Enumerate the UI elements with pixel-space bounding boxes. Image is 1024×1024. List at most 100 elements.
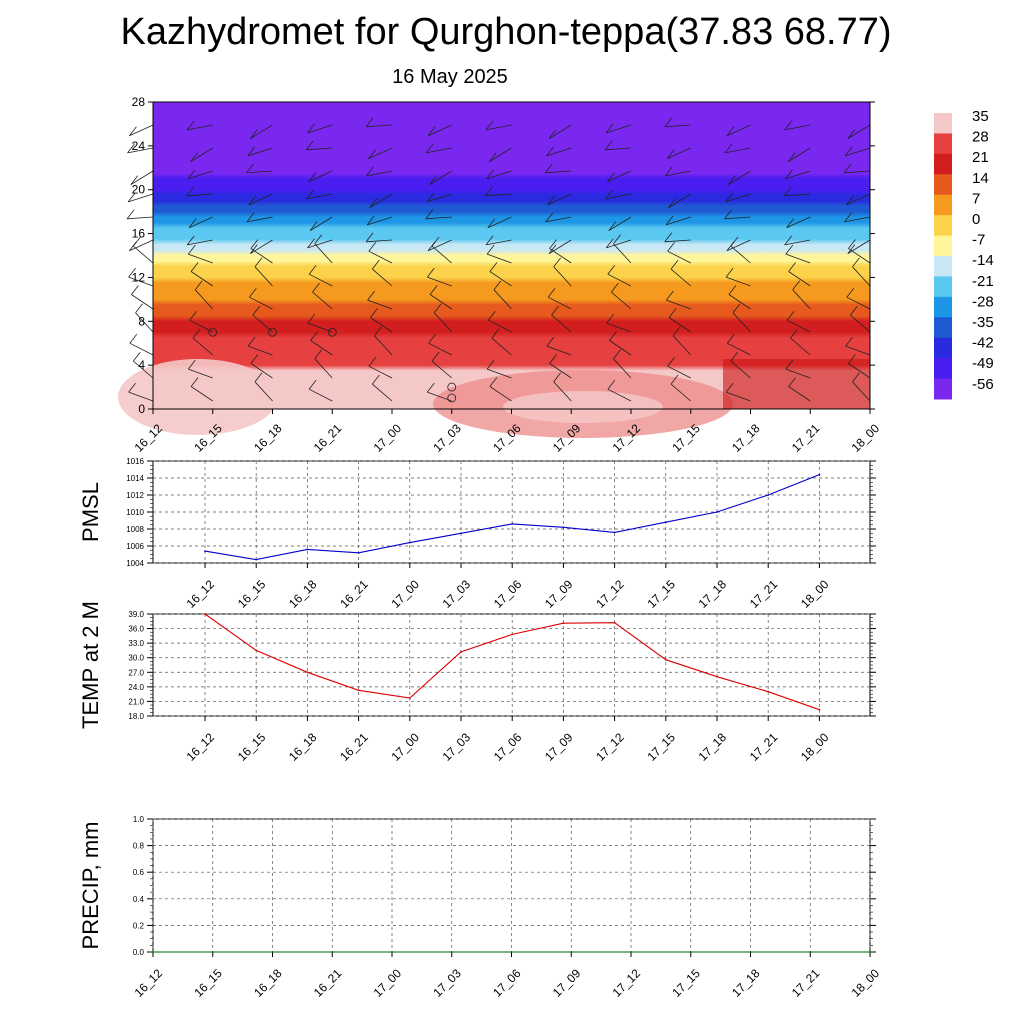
wind-barb-staff bbox=[493, 289, 512, 310]
wind-barb-flag bbox=[726, 333, 735, 344]
wind-barb-staff bbox=[547, 193, 572, 206]
data-point bbox=[408, 697, 411, 699]
wind-barb-staff bbox=[792, 289, 811, 310]
wind-barb-flag bbox=[727, 175, 736, 185]
wind-barb-staff bbox=[246, 170, 273, 174]
data-point bbox=[630, 951, 632, 953]
wind-barb-staff bbox=[606, 322, 632, 333]
x-tick-label: 17_06 bbox=[491, 730, 525, 764]
wind-barb-flag bbox=[664, 117, 673, 128]
wind-barb-flag bbox=[187, 244, 196, 255]
calm-wind-circle bbox=[208, 327, 218, 337]
data-point bbox=[271, 951, 274, 953]
wind-barb-flag bbox=[607, 379, 616, 390]
data-point bbox=[613, 621, 616, 624]
x-tick-label: 17_18 bbox=[729, 966, 763, 1000]
colorbar-label: 21 bbox=[972, 149, 989, 166]
wind-barb-flag bbox=[546, 146, 554, 157]
wind-barb-flag bbox=[553, 372, 562, 383]
wind-barb-flag bbox=[135, 303, 143, 314]
data-point bbox=[818, 708, 821, 711]
wind-barb-flag bbox=[786, 218, 794, 229]
wind-barb-flag bbox=[605, 123, 614, 134]
wind-barb-flag bbox=[784, 120, 793, 131]
heatmap-cool-surface bbox=[723, 359, 870, 409]
colorbar-label: -35 bbox=[972, 314, 994, 331]
wind-barb-staff bbox=[670, 268, 692, 287]
wind-barb-staff bbox=[606, 239, 632, 249]
wind-barb-flag bbox=[308, 264, 317, 275]
wind-barb-staff bbox=[188, 368, 213, 379]
wind-barb-flag bbox=[132, 351, 141, 362]
wind-barb-staff bbox=[249, 296, 273, 310]
wind-barb-flag bbox=[847, 244, 856, 254]
wind-barb-staff bbox=[850, 314, 871, 333]
wind-barb-flag bbox=[606, 313, 614, 324]
wind-barb-staff bbox=[846, 296, 871, 310]
x-tick-label: 18_00 bbox=[798, 730, 832, 764]
wind-barb-flag bbox=[487, 310, 496, 321]
wind-barb-staff bbox=[785, 253, 811, 264]
wind-barb-staff bbox=[665, 170, 691, 177]
colorbar-label: 0 bbox=[972, 211, 980, 228]
wind-barb-flag bbox=[664, 166, 673, 177]
x-tick-label: 17_21 bbox=[789, 966, 823, 1000]
colorbar-label: -49 bbox=[972, 355, 994, 372]
calm-wind-circle bbox=[327, 327, 337, 337]
colorbar-swatch bbox=[934, 256, 952, 277]
wind-barb-flag bbox=[371, 259, 380, 270]
heatmap-y-tick-label: 4 bbox=[138, 358, 145, 372]
wind-barb-staff bbox=[192, 337, 214, 356]
wind-barb-flag bbox=[126, 209, 135, 220]
wind-barb-flag bbox=[544, 163, 553, 174]
wind-barb-staff bbox=[730, 360, 751, 379]
y-tick-label: 39.0 bbox=[128, 610, 144, 619]
wind-barb-staff bbox=[487, 216, 512, 229]
wind-barb-staff bbox=[732, 312, 751, 333]
wind-barb-staff bbox=[727, 342, 751, 356]
wind-barb-flag bbox=[192, 328, 201, 339]
wind-barb-staff bbox=[314, 243, 333, 264]
wind-barb-staff bbox=[130, 170, 154, 185]
wind-barb-staff bbox=[427, 276, 452, 287]
wind-barb-flag bbox=[368, 241, 377, 252]
wind-barb-staff bbox=[426, 193, 452, 203]
heatmap-x-tick-label: 18_00 bbox=[849, 421, 883, 455]
wind-barb-staff bbox=[189, 319, 213, 333]
wind-barb-staff bbox=[128, 276, 154, 287]
data-point bbox=[450, 951, 453, 953]
wind-barb-flag bbox=[369, 198, 378, 208]
wind-barb-flag bbox=[788, 262, 796, 272]
heatmap-x-tick-label: 16_18 bbox=[251, 421, 285, 455]
wind-barb-staff bbox=[366, 170, 393, 177]
wind-barb-staff bbox=[844, 170, 871, 174]
wind-barb-staff bbox=[247, 147, 273, 157]
wind-barb-staff bbox=[187, 124, 213, 131]
wind-barb-staff bbox=[252, 314, 273, 333]
wind-barb-flag bbox=[730, 351, 739, 362]
wind-barb-flag bbox=[613, 349, 621, 360]
wind-barb-staff bbox=[308, 170, 333, 183]
wind-barb-flag bbox=[365, 117, 374, 128]
data-point bbox=[211, 951, 214, 953]
heatmap-x-tick-label: 17_21 bbox=[789, 421, 823, 455]
wind-barb-flag bbox=[426, 267, 435, 278]
wind-barb-flag bbox=[845, 336, 853, 347]
y-tick-label: 0.8 bbox=[133, 842, 145, 851]
data-point bbox=[510, 951, 513, 953]
colorbar-label: 7 bbox=[972, 190, 980, 207]
wind-barb-flag bbox=[248, 195, 257, 206]
wind-barb-staff bbox=[546, 147, 572, 157]
wind-barb-flag bbox=[250, 354, 259, 364]
x-tick-label: 16_15 bbox=[235, 577, 269, 611]
colorbar-swatch bbox=[934, 337, 952, 359]
wind-barb-flag bbox=[131, 285, 139, 295]
wind-barb-staff bbox=[545, 170, 572, 174]
data-point bbox=[460, 532, 462, 535]
x-tick-label: 16_15 bbox=[191, 966, 225, 1000]
wind-barb-flag bbox=[604, 140, 613, 151]
data-point bbox=[306, 671, 309, 674]
wind-barb-flag bbox=[366, 166, 374, 177]
data-point bbox=[204, 550, 206, 552]
wind-barb-staff bbox=[368, 147, 393, 160]
